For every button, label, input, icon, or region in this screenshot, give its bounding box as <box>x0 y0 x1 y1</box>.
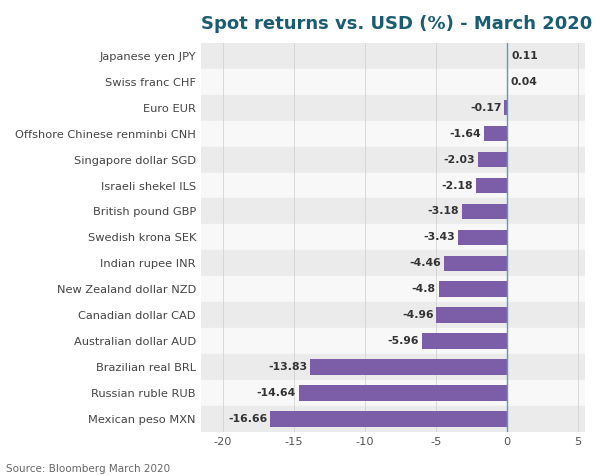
Bar <box>436 307 507 323</box>
Bar <box>202 224 585 250</box>
Bar <box>202 328 585 354</box>
Bar <box>507 48 508 64</box>
Bar <box>202 95 585 121</box>
Bar <box>270 411 507 426</box>
Bar <box>422 333 507 349</box>
Text: 0.04: 0.04 <box>510 77 537 87</box>
Text: -5.96: -5.96 <box>388 336 419 346</box>
Bar <box>202 354 585 380</box>
Bar <box>505 100 507 116</box>
Text: -3.43: -3.43 <box>424 232 455 242</box>
Bar <box>202 43 585 69</box>
Text: -4.96: -4.96 <box>402 310 434 320</box>
Text: -14.64: -14.64 <box>257 388 296 398</box>
Bar <box>202 276 585 302</box>
Bar <box>443 256 507 271</box>
Bar <box>310 359 507 375</box>
Bar <box>202 406 585 432</box>
Bar <box>299 385 507 401</box>
Bar <box>202 172 585 198</box>
Text: -2.03: -2.03 <box>443 155 475 165</box>
Bar <box>484 126 507 141</box>
Text: -0.17: -0.17 <box>470 103 502 113</box>
Text: -4.46: -4.46 <box>409 258 440 268</box>
Bar <box>439 281 507 297</box>
Bar <box>202 121 585 147</box>
Text: -4.8: -4.8 <box>412 284 436 294</box>
Bar <box>202 302 585 328</box>
Bar <box>476 178 507 193</box>
Bar <box>202 69 585 95</box>
Bar <box>458 229 507 245</box>
Text: -3.18: -3.18 <box>427 207 459 217</box>
Bar <box>202 380 585 406</box>
Text: -2.18: -2.18 <box>442 180 473 190</box>
Text: -13.83: -13.83 <box>268 362 308 372</box>
Text: -1.64: -1.64 <box>449 129 481 139</box>
Text: Source: Bloomberg March 2020: Source: Bloomberg March 2020 <box>6 464 170 474</box>
Text: Spot returns vs. USD (%) - March 2020: Spot returns vs. USD (%) - March 2020 <box>202 15 593 33</box>
Text: -16.66: -16.66 <box>228 414 268 424</box>
Bar <box>202 250 585 276</box>
Bar <box>478 152 507 168</box>
Bar <box>202 147 585 172</box>
Bar <box>461 204 507 219</box>
Text: 0.11: 0.11 <box>511 51 538 61</box>
Bar <box>202 198 585 224</box>
